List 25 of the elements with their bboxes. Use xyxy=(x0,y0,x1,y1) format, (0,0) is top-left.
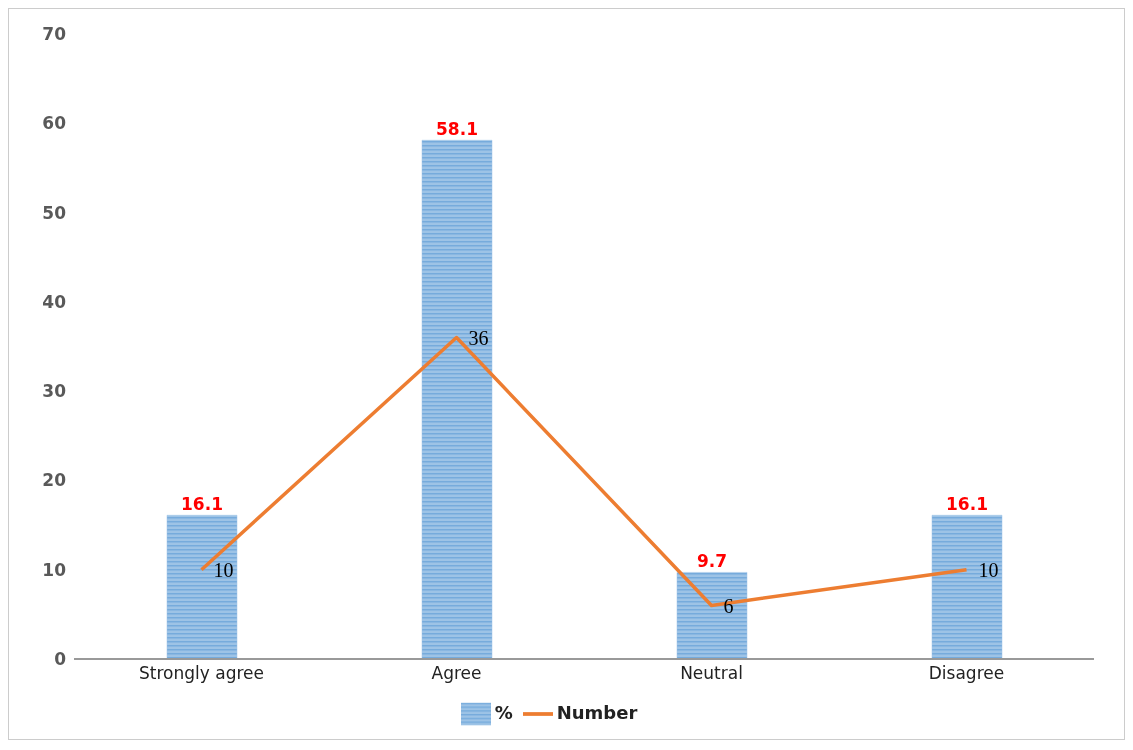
y-tick-label: 50 xyxy=(42,202,67,223)
y-tick-label: 20 xyxy=(42,470,67,491)
bar xyxy=(676,572,748,659)
bar xyxy=(421,140,493,659)
y-tick-label: 30 xyxy=(42,381,67,402)
y-tick-label: 70 xyxy=(42,24,67,45)
y-tick-label: 0 xyxy=(54,649,67,670)
data-label: 10 xyxy=(978,558,999,581)
data-label: 10 xyxy=(213,558,234,581)
x-tick-label: Agree xyxy=(431,663,482,684)
data-label: 16.1 xyxy=(181,494,223,515)
y-tick-label: 60 xyxy=(42,113,67,134)
data-label: 58.1 xyxy=(436,119,478,140)
legend-label: % xyxy=(494,702,513,723)
bar xyxy=(166,515,238,659)
x-tick-label: Disagree xyxy=(928,663,1005,684)
x-tick-label: Neutral xyxy=(680,663,743,684)
data-label: 36 xyxy=(468,326,489,349)
y-tick-label: 10 xyxy=(42,559,67,580)
legend-label: Number xyxy=(556,702,638,723)
data-label: 9.7 xyxy=(696,551,728,572)
data-label: 16.1 xyxy=(946,494,988,515)
x-tick-label: Strongly agree xyxy=(139,663,264,684)
y-tick-label: 40 xyxy=(42,291,67,312)
bar xyxy=(931,515,1003,659)
